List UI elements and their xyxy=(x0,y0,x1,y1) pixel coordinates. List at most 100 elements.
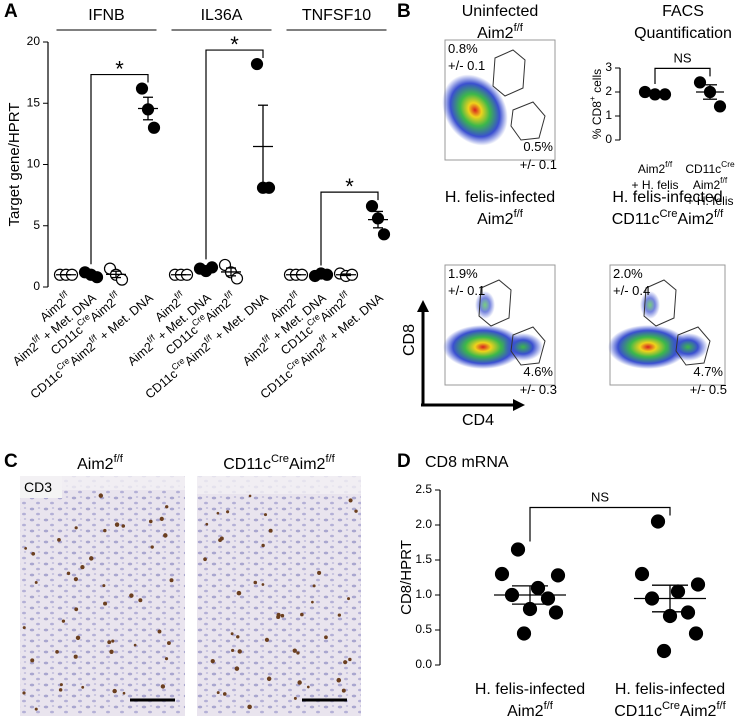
stained-cell xyxy=(343,660,348,665)
significance-label: * xyxy=(345,174,354,199)
data-point xyxy=(230,272,244,285)
stained-cell xyxy=(216,511,220,515)
stained-cell xyxy=(226,510,230,514)
significance-bracket xyxy=(205,49,264,260)
gate-error: +/- 0.1 xyxy=(448,58,485,73)
stained-cell xyxy=(222,692,227,696)
data-point xyxy=(365,200,379,213)
histology-image xyxy=(197,476,361,716)
histology-title: CD11cCreAim2f/f xyxy=(223,453,335,473)
data-point xyxy=(670,584,686,599)
chart-title: Quantification xyxy=(634,25,732,42)
stained-cell xyxy=(61,619,66,623)
y-tick-label: 1.5 xyxy=(415,552,432,566)
data-point xyxy=(494,566,510,582)
stained-cell xyxy=(205,522,209,526)
stained-cell xyxy=(293,696,297,700)
gate-error: +/- 0.4 xyxy=(613,283,650,298)
data-point xyxy=(135,82,149,95)
stained-cell xyxy=(102,584,106,588)
stained-cell xyxy=(261,583,265,586)
stained-cell xyxy=(103,528,107,533)
data-point xyxy=(530,580,546,596)
stained-cell xyxy=(107,640,112,645)
arrow-head xyxy=(417,300,429,312)
facs-title: Aim2f/f xyxy=(477,22,524,42)
stained-cell xyxy=(160,684,166,689)
stained-cell xyxy=(234,666,240,671)
stained-cell xyxy=(22,691,26,695)
stained-cell xyxy=(73,577,78,582)
y-tick-label: 3 xyxy=(605,60,612,74)
stained-cell xyxy=(237,649,242,654)
stained-cell xyxy=(218,538,222,543)
stained-cell xyxy=(109,649,114,654)
stained-cell xyxy=(133,643,137,647)
stained-cell xyxy=(236,635,240,639)
data-point xyxy=(693,76,707,89)
stained-cell xyxy=(73,654,78,659)
data-point xyxy=(650,514,666,529)
gate-error: +/- 0.3 xyxy=(520,382,557,397)
stained-cell xyxy=(248,494,252,498)
data-point xyxy=(115,273,129,286)
stained-cell xyxy=(337,613,342,617)
stained-cell xyxy=(148,519,153,524)
y-tick-label: 20 xyxy=(27,34,41,48)
data-point xyxy=(656,643,672,659)
stained-cell xyxy=(300,612,304,617)
significance-label: * xyxy=(115,56,124,81)
stained-cell xyxy=(57,538,61,542)
y-tick-label: 0.5 xyxy=(415,622,432,636)
y-tick-label: 5 xyxy=(33,218,40,232)
significance-label: NS xyxy=(673,51,691,66)
stained-cell xyxy=(166,641,171,645)
event-cloud xyxy=(668,333,708,361)
stained-cell xyxy=(129,593,134,598)
x-tick-label: CD11cCreAim2f/f xyxy=(614,700,726,720)
group-label: TNFSF10 xyxy=(302,7,371,24)
gate-percent: 0.5% xyxy=(523,139,553,154)
stained-cell xyxy=(55,649,59,654)
stained-cell xyxy=(111,639,115,643)
stained-cell xyxy=(203,557,207,562)
stained-cell xyxy=(31,551,36,556)
stained-cell xyxy=(341,688,346,693)
facs-title: Uninfected xyxy=(462,3,539,20)
stained-cell xyxy=(81,685,85,689)
stained-cell xyxy=(66,571,71,576)
data-point xyxy=(688,626,704,641)
stained-cell xyxy=(98,493,104,498)
stained-cell xyxy=(75,635,81,641)
facs-title: Aim2f/f xyxy=(477,208,524,228)
stained-cell xyxy=(80,564,85,570)
stained-cell xyxy=(150,545,154,549)
stained-cell xyxy=(34,707,38,711)
stained-cell xyxy=(138,598,143,603)
event-cloud xyxy=(608,325,688,369)
facs-title: H. felis-infected xyxy=(445,189,555,206)
significance-label: NS xyxy=(591,490,609,505)
event-cloud xyxy=(503,333,543,361)
stained-cell xyxy=(121,524,126,528)
y-tick-label: 2 xyxy=(605,84,612,98)
stained-cell xyxy=(210,659,215,664)
stained-cell xyxy=(306,685,310,689)
stained-cell xyxy=(24,547,28,550)
significance-bracket xyxy=(320,191,379,266)
gate-error: +/- 0.1 xyxy=(520,157,557,172)
data-point xyxy=(540,591,556,606)
stained-cell xyxy=(348,498,353,503)
group-label: IFNB xyxy=(88,7,124,24)
x-tick-label: Aim2f/f xyxy=(693,175,728,192)
stained-cell xyxy=(253,580,258,585)
stained-cell xyxy=(317,570,322,575)
gate xyxy=(510,326,546,366)
gate-percent: 4.6% xyxy=(523,364,553,379)
data-point xyxy=(250,57,264,71)
stained-cell xyxy=(169,578,174,583)
stained-cell xyxy=(247,704,252,710)
stained-cell xyxy=(297,680,302,685)
stained-cell xyxy=(354,509,358,513)
data-point xyxy=(634,566,650,582)
